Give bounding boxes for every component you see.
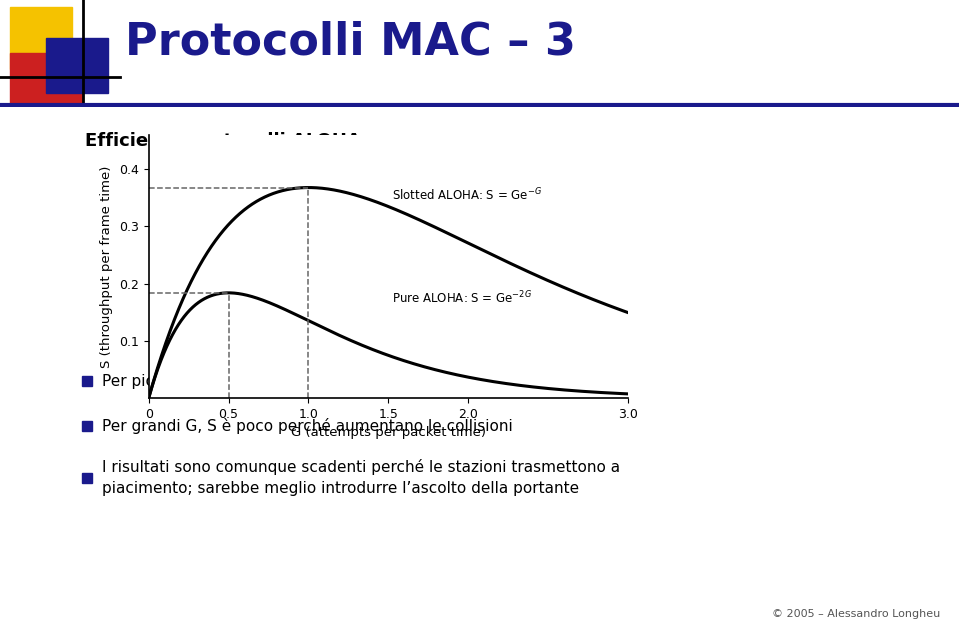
Text: Per grandi G, S è poco perché aumentano le collisioni: Per grandi G, S è poco perché aumentano … [102, 418, 513, 434]
X-axis label: G (attempts per packet time): G (attempts per packet time) [291, 426, 486, 440]
Text: Efficienza protocolli ALOHA: Efficienza protocolli ALOHA [85, 132, 361, 150]
Bar [82, 473, 92, 483]
Bar [82, 376, 92, 386]
Text: © 2005 – Alessandro Longheu: © 2005 – Alessandro Longheu [772, 609, 940, 619]
Bar [10, 7, 72, 69]
Text: Pure ALOHA: S = Ge$^{-2G}$: Pure ALOHA: S = Ge$^{-2G}$ [391, 290, 531, 306]
Y-axis label: S (throughput per frame time): S (throughput per frame time) [101, 166, 113, 367]
Bar [10, 53, 82, 103]
Text: Per piccoli G, S è poco perché il canale è sottoutilizzato: Per piccoli G, S è poco perché il canale… [102, 373, 526, 389]
Bar [46, 38, 108, 93]
Text: I risultati sono comunque scadenti perché le stazioni trasmettono a
piacimento; : I risultati sono comunque scadenti perch… [102, 460, 620, 497]
Text: Slotted ALOHA: S = Ge$^{-G}$: Slotted ALOHA: S = Ge$^{-G}$ [391, 187, 542, 203]
Text: Protocolli MAC – 3: Protocolli MAC – 3 [125, 20, 575, 63]
Bar [82, 421, 92, 431]
